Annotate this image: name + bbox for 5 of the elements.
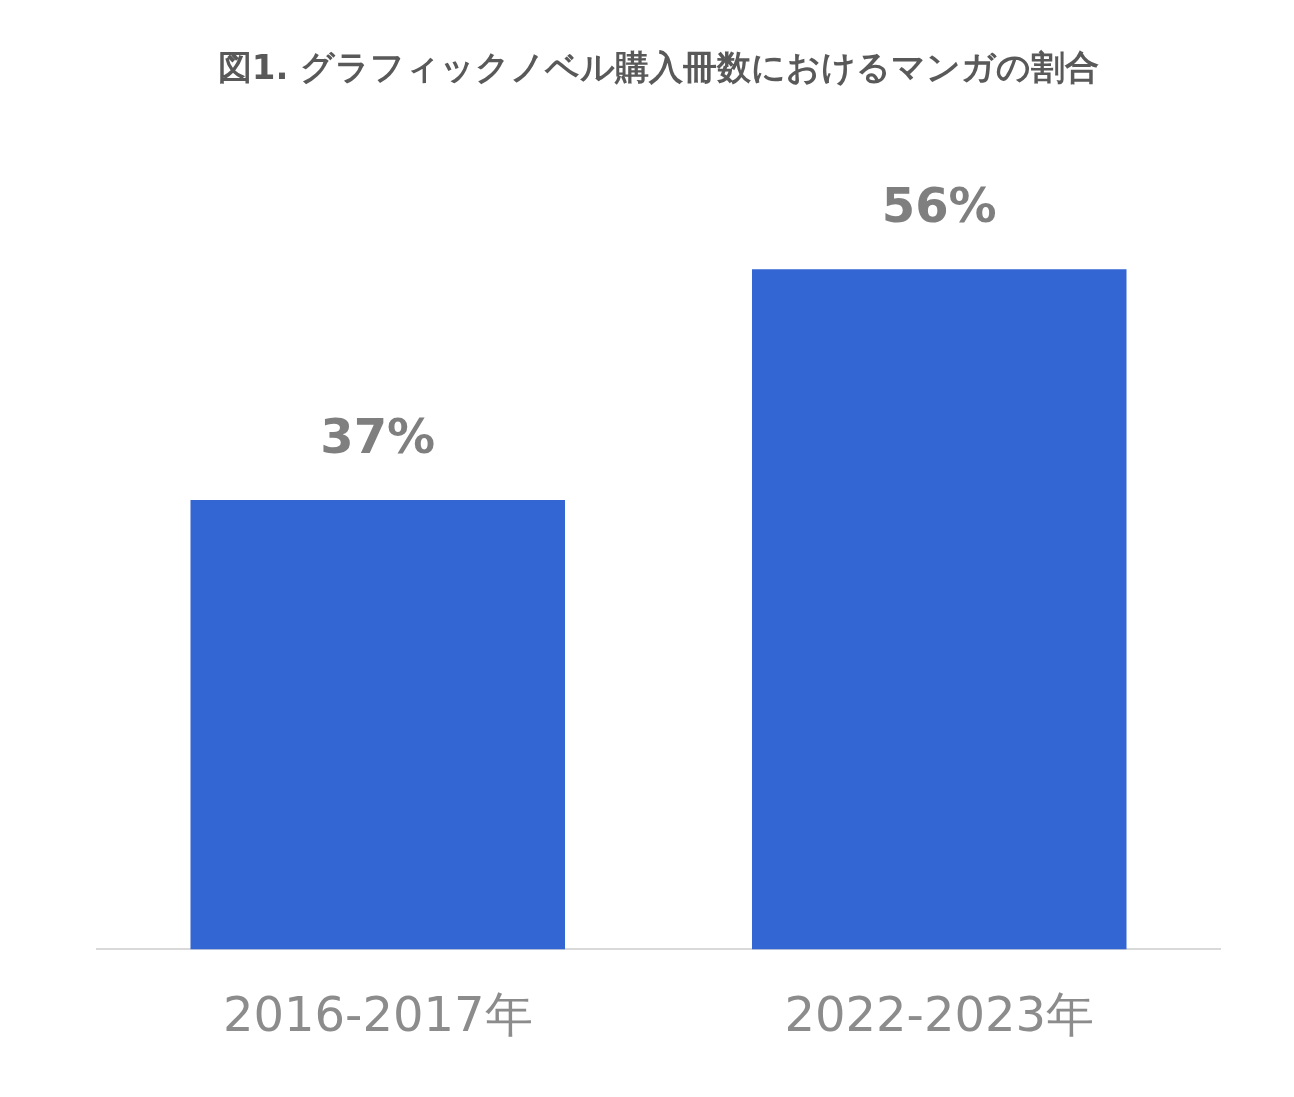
chart-title: 図1. グラフィックノベル購入冊数におけるマンガの割合 <box>217 47 1100 88</box>
x-tick-label: 2022-2023年 <box>784 985 1095 1042</box>
x-tick-label: 2016-2017年 <box>222 985 533 1042</box>
data-label: 56% <box>881 176 997 233</box>
data-label: 37% <box>320 407 436 464</box>
